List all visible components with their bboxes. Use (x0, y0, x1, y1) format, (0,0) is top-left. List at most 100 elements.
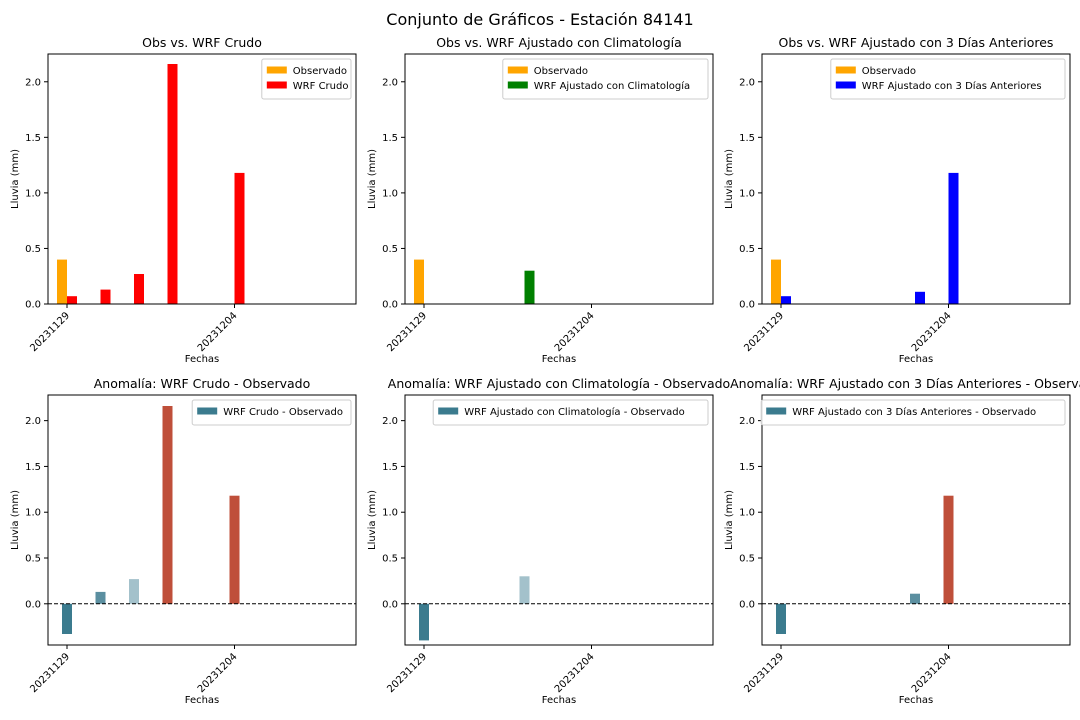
bar-20231204 (229, 495, 240, 604)
x-axis-label: Fechas (185, 354, 220, 365)
bar-20231204 (948, 172, 959, 304)
legend-entry: WRF Ajustado con 3 Días Anteriores (862, 80, 1042, 92)
legend: WRF Ajustado con Climatología - Observad… (432, 399, 709, 426)
bar-20231130 (95, 591, 106, 604)
bar-20231202 (167, 64, 178, 304)
axes-frame (404, 53, 714, 305)
legend-box (261, 58, 352, 100)
bar-20231129 (771, 259, 781, 304)
legend-box (191, 399, 352, 426)
legend-swatch (835, 81, 856, 89)
y-tick-label: 1.5 (739, 462, 755, 473)
legend: Observado WRF Ajustado con 3 Días Anterio… (830, 58, 1066, 100)
y-tick-label: 2.0 (382, 416, 398, 427)
y-tick-label: 0.5 (382, 244, 398, 255)
chart-panel-5: Anomalía: WRF Ajustado con Climatología … (367, 376, 730, 706)
legend-box (432, 399, 709, 426)
y-tick-label: 0.0 (739, 300, 755, 311)
chart-panel-2: Obs vs. WRF Ajustado con Climatología 0.0… (367, 35, 714, 365)
bar-20231129 (781, 296, 791, 304)
panel-title: Anomalía: WRF Ajustado con 3 Días Anteri… (730, 376, 1080, 391)
y-tick-label: 0.0 (25, 599, 41, 610)
panel-title: Obs vs. WRF Crudo (142, 35, 262, 50)
axes-frame (47, 394, 357, 646)
bar-20231202 (519, 576, 530, 604)
legend-entry: WRF Ajustado con 3 Días Anteriores - Obs… (792, 406, 1036, 418)
y-axis-label: Lluvia (mm) (724, 149, 735, 209)
y-tick-label: 2.0 (739, 416, 755, 427)
legend: WRF Crudo - Observado (191, 399, 352, 426)
y-axis-label: Lluvia (mm) (10, 149, 21, 209)
legend-swatch (266, 66, 287, 74)
legend-entry: WRF Crudo - Observado (223, 407, 343, 418)
panel-title: Obs vs. WRF Ajustado con 3 Días Anterior… (779, 35, 1054, 50)
bar-20231201 (129, 579, 139, 604)
x-axis-label: Fechas (542, 695, 577, 706)
y-tick-label: 1.0 (25, 188, 41, 199)
axes-frame (404, 394, 714, 646)
y-tick-label: 0.0 (382, 300, 398, 311)
y-tick-label: 1.5 (25, 462, 41, 473)
y-tick-label: 0.0 (382, 599, 398, 610)
x-tick-label: 20231204 (553, 310, 597, 354)
y-tick-label: 0.5 (382, 554, 398, 565)
legend-swatch (197, 407, 218, 415)
x-axis-label: Fechas (899, 695, 934, 706)
y-tick-label: 0.0 (739, 599, 755, 610)
legend-box (760, 399, 1066, 426)
bar-20231202 (524, 270, 535, 304)
x-tick-label: 20231204 (553, 651, 597, 695)
x-tick-label: 20231129 (28, 651, 72, 695)
x-tick-label: 20231204 (196, 651, 240, 695)
bar-20231129 (414, 259, 424, 304)
y-tick-label: 1.0 (382, 188, 398, 199)
legend-swatch (266, 81, 287, 89)
panel-title: Anomalía: WRF Crudo - Observado (94, 376, 311, 391)
bar-20231201 (134, 274, 144, 304)
chart-panel-1: Obs vs. WRF Crudo 0.0 0.5 1.0 1.5 2.0 20231129… (10, 35, 357, 365)
figure-title: Conjunto de Gráficos - Estación 84141 (386, 10, 694, 29)
bar-20231203 (910, 593, 920, 604)
y-tick-label: 1.5 (25, 133, 41, 144)
panel-title: Anomalía: WRF Ajustado con Climatología … (388, 376, 730, 391)
legend-box (502, 58, 709, 100)
legend-entry: Observado (534, 66, 588, 77)
bar-20231129 (419, 603, 429, 641)
legend-swatch (835, 66, 856, 74)
bar-20231202 (162, 406, 173, 604)
axes-frame (761, 394, 1071, 646)
y-axis-label: Lluvia (mm) (724, 490, 735, 550)
y-axis-label: Lluvia (mm) (367, 149, 378, 209)
legend: WRF Ajustado con 3 Días Anteriores - Obs… (760, 399, 1066, 426)
legend-entry: WRF Ajustado con Climatología (534, 80, 690, 92)
panel-title: Obs vs. WRF Ajustado con Climatología (436, 35, 682, 50)
axes-frame (761, 53, 1071, 305)
x-tick-label: 20231129 (28, 310, 72, 354)
bar-20231130 (100, 289, 111, 304)
y-tick-label: 2.0 (739, 77, 755, 88)
bar-20231129 (57, 259, 67, 304)
legend-swatch (507, 81, 528, 89)
bar-20231203 (915, 291, 925, 304)
y-tick-label: 1.0 (739, 188, 755, 199)
legend-swatch (438, 407, 459, 415)
y-tick-label: 2.0 (25, 416, 41, 427)
bar-20231129 (62, 603, 72, 634)
y-tick-label: 2.0 (382, 77, 398, 88)
bar-20231204 (943, 495, 954, 604)
axes-frame (47, 53, 357, 305)
chart-panel-4: Anomalía: WRF Crudo - Observado 0.0 0.5 1.0… (10, 376, 357, 706)
legend-entry: WRF Ajustado con Climatología - Observad… (464, 406, 685, 418)
y-tick-label: 0.5 (739, 554, 755, 565)
x-tick-label: 20231204 (196, 310, 240, 354)
y-tick-label: 1.5 (382, 133, 398, 144)
y-axis-label: Lluvia (mm) (367, 490, 378, 550)
x-tick-label: 20231129 (385, 310, 429, 354)
y-tick-label: 1.5 (739, 133, 755, 144)
y-tick-label: 0.5 (25, 244, 41, 255)
y-tick-label: 0.5 (739, 244, 755, 255)
y-tick-label: 0.0 (25, 300, 41, 311)
x-tick-label: 20231129 (742, 310, 786, 354)
legend-box (830, 58, 1066, 100)
x-axis-label: Fechas (899, 354, 934, 365)
